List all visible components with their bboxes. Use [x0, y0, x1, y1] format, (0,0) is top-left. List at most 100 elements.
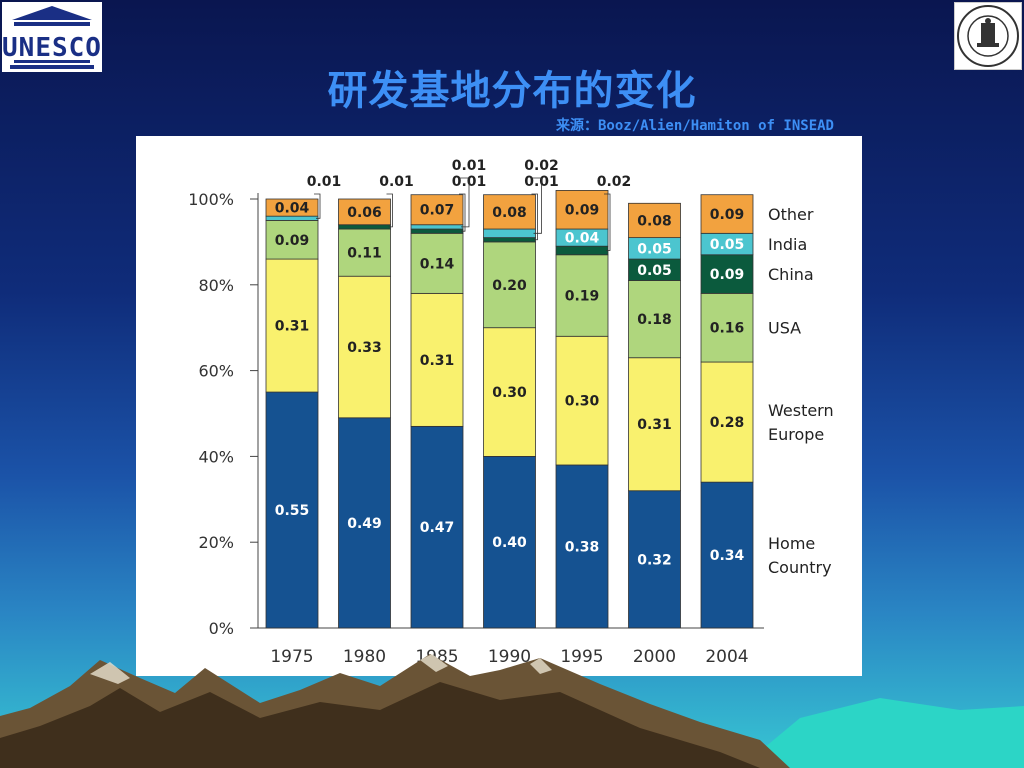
- y-tick-label: 20%: [198, 533, 234, 552]
- data-label: 0.18: [637, 312, 672, 328]
- data-label: 0.19: [565, 289, 600, 305]
- legend-entry: Other: [768, 205, 814, 224]
- data-label: 0.33: [347, 340, 382, 356]
- bar-segment-usa: [555, 254, 609, 337]
- legend-entry-line: Country: [768, 558, 832, 577]
- bar-segment-other: [410, 194, 464, 226]
- unesco-logo-text: UNESCO: [2, 33, 102, 63]
- legend-entry: Western Europe: [768, 401, 834, 444]
- bar-segment-china: [338, 224, 391, 230]
- y-tick-label: 100%: [188, 190, 234, 209]
- data-label: 0.16: [710, 321, 745, 337]
- data-label: 0.49: [347, 516, 382, 532]
- callout-label: 0.02: [597, 174, 632, 190]
- data-label: 0.07: [420, 203, 455, 219]
- callout-leader-line: [604, 193, 611, 251]
- bar-segment-india: [483, 228, 536, 239]
- legend-entry-line: Home: [768, 534, 815, 553]
- data-label: 0.31: [275, 319, 310, 335]
- x-tick-label: 1990: [488, 647, 531, 667]
- data-label: 0.38: [565, 539, 600, 555]
- data-label: 0.11: [347, 246, 382, 262]
- legend-entry: China: [768, 265, 814, 284]
- data-label: 0.31: [420, 353, 455, 369]
- bar-segment-home-country: [410, 425, 464, 629]
- bar-segment-home-country: [483, 455, 536, 629]
- legend-entry-line: USA: [768, 319, 801, 338]
- unesco-logo: UNESCO: [2, 2, 102, 72]
- data-label: 0.55: [275, 503, 310, 519]
- bar-segment-other: [483, 194, 536, 230]
- legend-entry-line: Europe: [768, 425, 824, 444]
- bar-segment-usa: [410, 232, 464, 294]
- bar-segment-usa: [265, 220, 319, 260]
- y-tick-label: 0%: [209, 619, 234, 638]
- data-label: 0.04: [565, 231, 600, 247]
- callout-leader-line: [531, 177, 542, 234]
- bar-segment-other: [628, 202, 681, 239]
- data-label: 0.09: [565, 203, 600, 219]
- data-label: 0.40: [492, 535, 527, 551]
- y-tick-label: 60%: [198, 362, 234, 381]
- mountain-landscape-decoration: [0, 654, 1024, 768]
- bar-segment-western-europe: [483, 327, 536, 457]
- bar-segment-india: [265, 215, 319, 221]
- bar-segment-other: [338, 198, 391, 226]
- callout-label: 0.01: [452, 158, 487, 174]
- legend-entry-line: Western: [768, 401, 834, 420]
- x-tick-label: 1980: [343, 647, 386, 667]
- legend-entry: India: [768, 235, 807, 254]
- legend-entry-line: India: [768, 235, 807, 254]
- bar-segment-china: [410, 228, 464, 234]
- y-tick-label: 40%: [198, 447, 234, 466]
- x-tick-label: 2000: [633, 647, 676, 667]
- callout-label: 0.02: [524, 158, 559, 174]
- data-label: 0.06: [347, 205, 382, 221]
- data-label: 0.09: [710, 267, 745, 283]
- legend-entry-line: Other: [768, 205, 814, 224]
- bar-segment-other: [700, 194, 754, 234]
- x-tick-label: 1995: [560, 647, 603, 667]
- callout-leader-line: [531, 193, 538, 241]
- bar-segment-western-europe: [410, 292, 464, 427]
- data-label: 0.09: [710, 207, 745, 223]
- chart-panel: 0% 20% 40% 60% 80% 100% 1975 1980 1985 1990 1995 20…: [136, 136, 862, 676]
- source-citation: 来源：Booz/Alien/Hamiton of INSEAD: [555, 118, 834, 134]
- bar-segment-home-country: [555, 464, 609, 629]
- bar-segment-india: [410, 224, 464, 230]
- callout-label: 0.01: [379, 174, 414, 190]
- callout-leader-line: [386, 193, 393, 228]
- bar-segment-western-europe: [338, 275, 391, 419]
- data-label: 0.47: [420, 520, 455, 536]
- data-label: 0.30: [565, 394, 600, 410]
- data-label: 0.04: [275, 201, 310, 217]
- bar-segment-usa: [628, 280, 681, 359]
- data-label: 0.34: [710, 548, 745, 564]
- data-label: 0.32: [637, 552, 672, 568]
- data-label: 0.08: [637, 213, 672, 229]
- bar-segment-other: [555, 190, 609, 230]
- bar-segment-home-country: [628, 490, 681, 629]
- data-label: 0.30: [492, 385, 527, 401]
- data-label: 0.08: [492, 205, 527, 221]
- unesco-pediment-shape: [12, 6, 92, 20]
- data-label: 0.28: [710, 415, 745, 431]
- bar-segment-western-europe: [265, 258, 319, 393]
- legend-entry: USA: [768, 319, 801, 338]
- legend-entry: Home Country: [768, 534, 832, 577]
- x-tick-label: 1975: [270, 647, 313, 667]
- callout-leader-line: [459, 177, 470, 228]
- data-label: 0.31: [637, 417, 672, 433]
- bar-segment-home-country: [700, 481, 754, 629]
- bar-segment-china: [483, 237, 536, 243]
- x-tick-label: 2004: [705, 647, 748, 667]
- y-tick-label: 80%: [198, 276, 234, 295]
- bar-segment-other: [265, 198, 319, 217]
- data-label: 0.05: [637, 263, 672, 279]
- data-label: 0.05: [637, 241, 672, 257]
- data-label: 0.05: [710, 237, 745, 253]
- slide-title: 研发基地分布的变化: [327, 68, 697, 114]
- bar-segment-china: [700, 254, 754, 294]
- data-label: 0.20: [492, 278, 527, 294]
- bar-segment-china: [555, 245, 609, 256]
